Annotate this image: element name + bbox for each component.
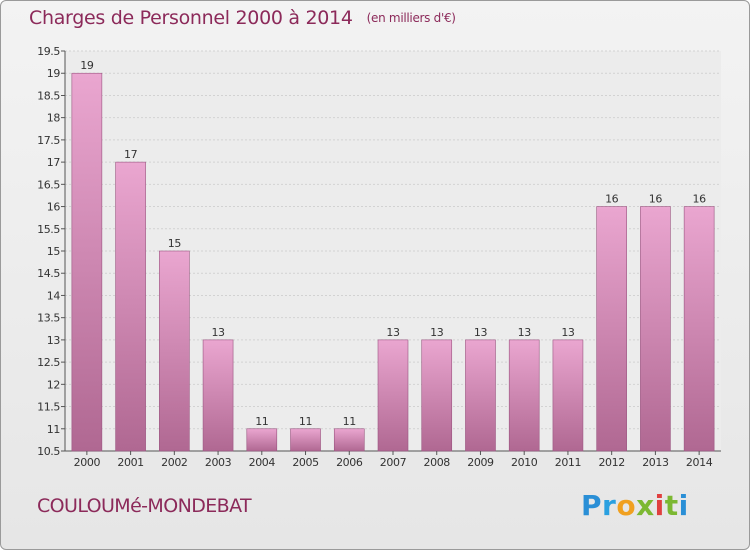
bar [202,339,234,452]
logo-letter: o [616,489,637,522]
bar [377,339,409,452]
data-label: 13 [211,326,225,339]
y-tick-label: 16.5 [37,178,60,191]
y-tick-label: 15.5 [37,223,60,236]
bar [71,72,103,452]
bar [552,339,584,452]
data-label: 19 [80,59,94,72]
y-tick-label: 11 [47,423,60,436]
x-tick-label: 2014 [686,456,713,469]
y-tick-label: 15 [47,245,61,258]
data-label: 13 [386,326,400,339]
data-label: 11 [299,415,312,428]
chart-title: Charges de Personnel 2000 à 2014 (en mill… [29,7,456,29]
proxiti-logo: Proxiti [581,489,689,522]
x-tick-label: 2007 [380,456,407,469]
bar [465,339,496,452]
y-tick-label: 19.5 [37,45,60,58]
x-tick-label: 2008 [424,456,451,469]
x-tick-label: 2012 [598,456,624,469]
y-tick-label: 14 [47,289,61,302]
bar [421,339,453,452]
y-tick-label: 10.5 [37,445,60,458]
y-tick-label: 12 [47,378,60,391]
logo-letter: i [678,489,689,522]
bar [640,206,671,452]
y-tick-label: 11.5 [37,401,60,414]
bar [290,428,321,452]
logo-letter: P [581,489,603,522]
x-tick-label: 2004 [249,456,276,469]
chart-title-text: Charges de Personnel 2000 à 2014 [29,7,353,29]
logo-letter: x [636,489,655,522]
data-label: 16 [693,193,707,206]
data-label: 16 [605,193,619,206]
logo-letter: i [654,489,665,522]
x-tick-label: 2002 [161,456,187,469]
bar [683,206,715,452]
data-label: 13 [474,326,488,339]
x-tick-label: 2006 [336,456,363,469]
logo-letter: t [664,489,679,522]
data-label: 17 [124,148,138,161]
chart-subtitle: (en milliers d'€) [366,11,456,25]
x-tick-label: 2011 [555,456,581,469]
bar [115,161,146,452]
y-tick-label: 13.5 [37,312,60,325]
data-label: 13 [518,326,532,339]
x-tick-label: 2005 [292,456,319,469]
x-tick-label: 2013 [642,456,669,469]
y-tick-label: 17.5 [37,134,60,147]
data-label: 15 [168,237,182,250]
bar [596,206,627,452]
bar [246,428,278,452]
y-tick-label: 18 [47,112,61,125]
y-tick-label: 12.5 [37,356,60,369]
data-label: 16 [649,193,663,206]
y-tick-label: 14.5 [37,267,60,280]
bar [333,428,365,452]
y-tick-label: 16 [47,201,61,214]
x-tick-label: 2009 [467,456,494,469]
data-label: 11 [343,415,356,428]
bar [508,339,540,452]
data-label: 11 [255,415,268,428]
y-tick-label: 19 [47,67,61,80]
x-tick-label: 2003 [205,456,232,469]
data-label: 13 [430,326,444,339]
x-tick-label: 2000 [74,456,101,469]
y-tick-label: 13 [47,334,61,347]
y-tick-label: 17 [47,156,61,169]
logo-letter: r [602,489,617,522]
y-tick-label: 18.5 [37,89,60,102]
commune-name: COULOUMé-MONDEBAT [37,495,252,517]
x-tick-label: 2001 [117,456,143,469]
x-tick-label: 2010 [511,456,538,469]
data-label: 13 [561,326,575,339]
bar [159,250,190,452]
